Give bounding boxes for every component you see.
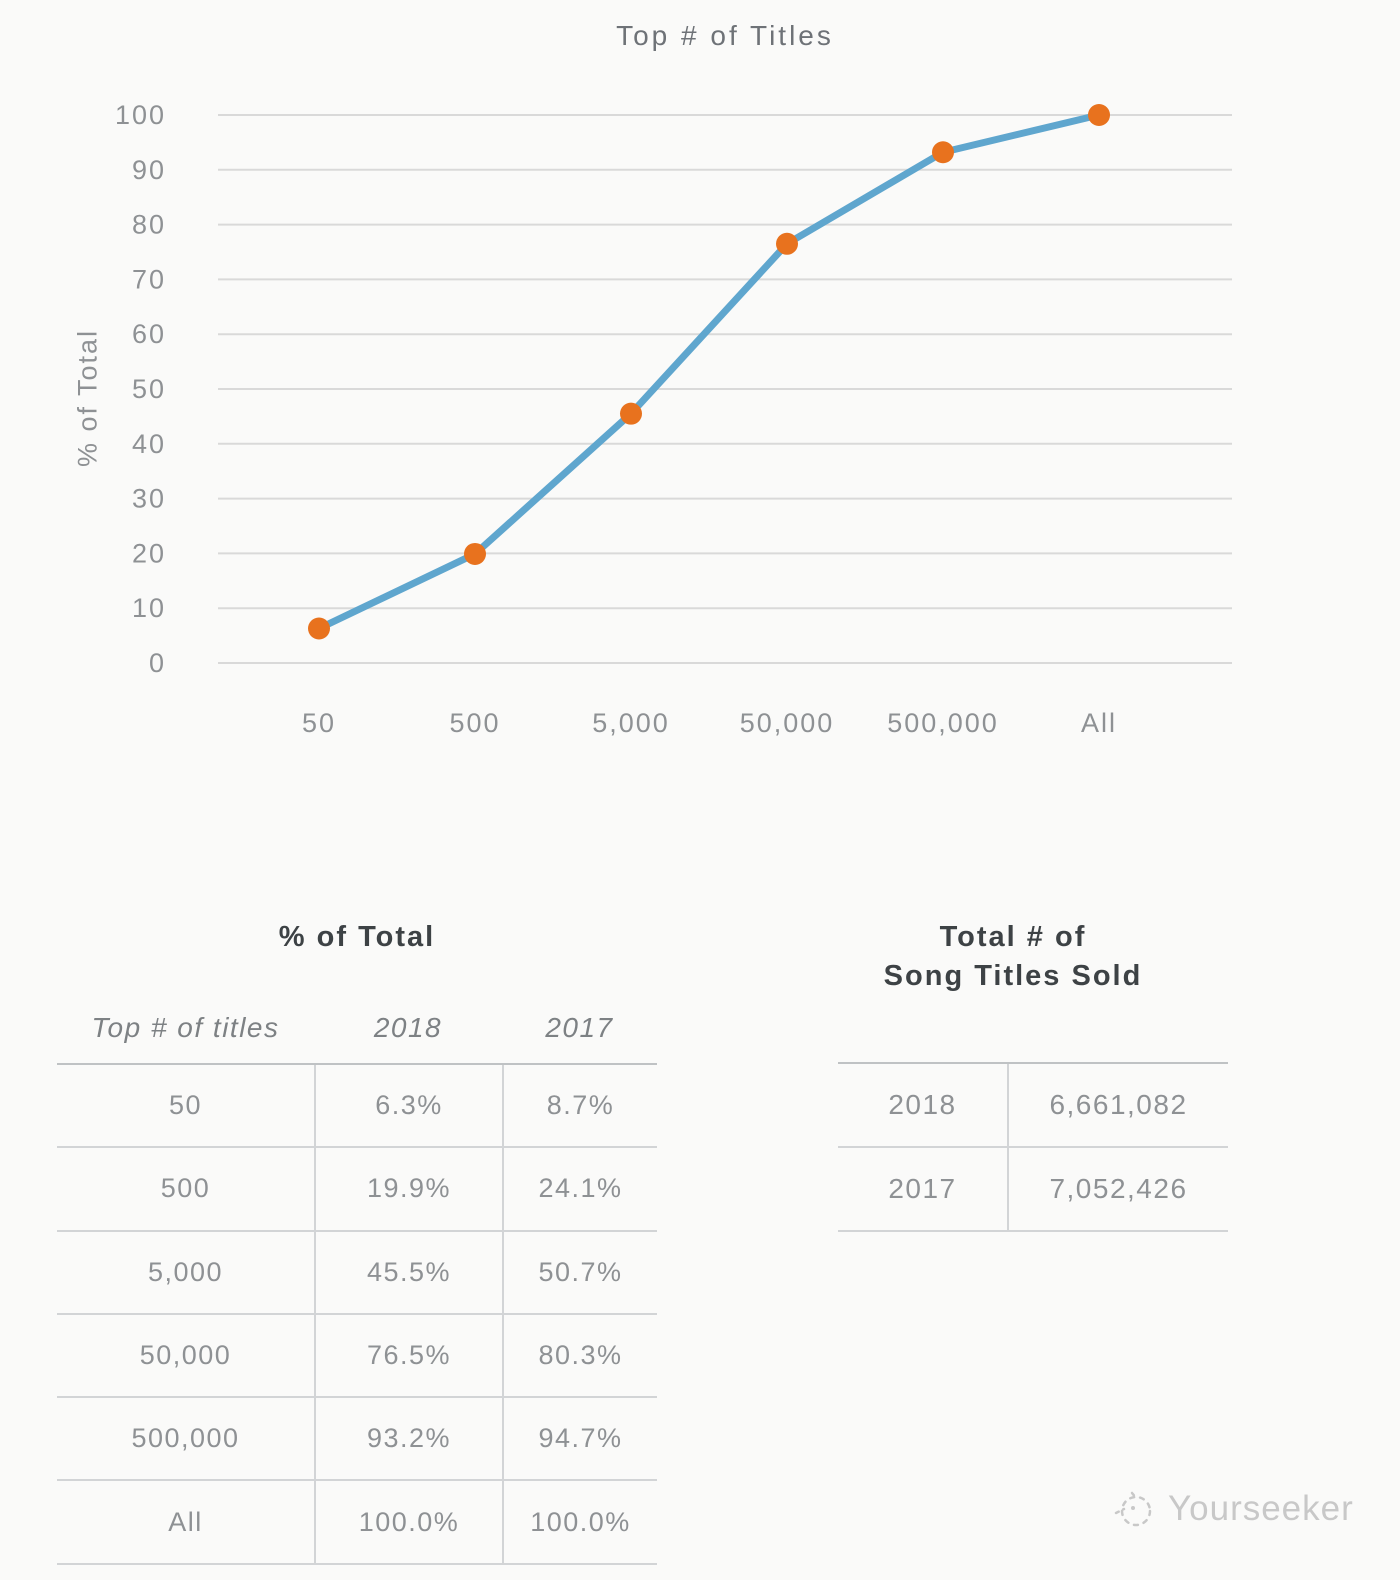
table-row: 2018 6,661,082 [838, 1064, 1228, 1148]
line-chart: 0 10 20 30 40 50 60 70 80 90 100 50 500 5,000 50,000 50… [115, 100, 1232, 738]
table-row: 2017 7,052,426 [838, 1148, 1228, 1232]
chart-title: Top # of Titles [616, 20, 834, 51]
table-cell: 500 [160, 1173, 211, 1204]
table-cell: 50.7% [502, 1231, 657, 1313]
y-tick-label: 100 [115, 100, 166, 130]
percent-table-title: % of Total [278, 921, 436, 953]
y-tick-label: 10 [132, 593, 166, 623]
data-point [620, 402, 642, 425]
table-cell: 100.0% [502, 1481, 657, 1563]
yourseeker-logo: Yourseeker [1112, 1487, 1354, 1531]
y-tick-label: 20 [132, 538, 166, 568]
table-cell: All [168, 1506, 203, 1537]
table-cell: 93.2% [314, 1398, 502, 1480]
totals-table: 2018 6,661,082 2017 7,052,426 [838, 1062, 1228, 1232]
header-2018: 2018 [373, 1012, 443, 1043]
table-cell: 100.0% [314, 1481, 502, 1563]
data-point [464, 542, 486, 565]
yourseeker-brand-text: Yourseeker [1168, 1489, 1354, 1528]
data-point [776, 232, 798, 255]
percent-table: 50 6.3% 8.7% 500 19.9% 24.1% 5,000 45.5% 50.7% 50… [57, 1063, 657, 1565]
table-cell: 5,000 [147, 1256, 224, 1287]
y-tick-label: 60 [132, 319, 166, 349]
yourseeker-logo-icon [1114, 1491, 1152, 1527]
table-cell: 2017 [888, 1173, 957, 1204]
table-cell: 76.5% [314, 1314, 502, 1397]
totals-table-title-line2: Song Titles Sold [883, 960, 1143, 992]
x-tick-label: 500 [449, 708, 500, 738]
table-cell: 19.9% [314, 1148, 502, 1230]
table-cell: 24.1% [502, 1148, 657, 1230]
table-cell: 50,000 [139, 1340, 232, 1371]
table-row: All 100.0% 100.0% [57, 1481, 657, 1565]
table-cell: 6.3% [314, 1065, 502, 1147]
x-tick-label: 50 [302, 708, 336, 738]
table-cell: 45.5% [314, 1231, 502, 1313]
table-row: 5,000 45.5% 50.7% [57, 1231, 657, 1315]
x-tick-label: 5,000 [592, 708, 670, 738]
y-tick-label: 50 [132, 374, 166, 404]
data-point [1088, 104, 1110, 126]
y-tick-label: 80 [132, 210, 166, 240]
x-tick-label: All [1081, 708, 1117, 738]
header-2017: 2017 [545, 1012, 614, 1043]
table-cell: 8.7% [502, 1065, 657, 1147]
table-cell: 500,000 [131, 1423, 240, 1454]
header-top-number-of-titles: Top # of titles [91, 1012, 280, 1043]
totals-table-title: Total # of Song Titles Sold [818, 918, 1208, 996]
x-tick-label: 50,000 [740, 708, 835, 738]
table-row: 500 19.9% 24.1% [57, 1148, 657, 1232]
series-line [315, 111, 1103, 632]
y-tick-label: 30 [132, 484, 166, 514]
table-cell: 94.7% [502, 1398, 657, 1480]
y-tick-label: 0 [149, 648, 166, 678]
percent-table-header-row: Top # of titles 2018 2017 [57, 993, 657, 1063]
table-row: 50,000 76.5% 80.3% [57, 1314, 657, 1399]
x-tick-label: 500,000 [887, 708, 999, 738]
table-cell: 6,661,082 [1007, 1064, 1228, 1146]
data-point [932, 141, 954, 164]
data-point [308, 617, 330, 640]
y-tick-label: 90 [132, 155, 166, 185]
y-tick-label: 40 [132, 429, 166, 459]
table-cell: 80.3% [502, 1314, 657, 1397]
table-row: 50 6.3% 8.7% [57, 1065, 657, 1149]
table-row: 500,000 93.2% 94.7% [57, 1398, 657, 1482]
y-tick-label: 70 [132, 264, 166, 294]
table-cell: 7,052,426 [1007, 1148, 1228, 1230]
table-cell: 2018 [888, 1089, 957, 1120]
table-cell: 50 [168, 1090, 203, 1121]
totals-table-title-line1: Total # of [939, 921, 1087, 953]
